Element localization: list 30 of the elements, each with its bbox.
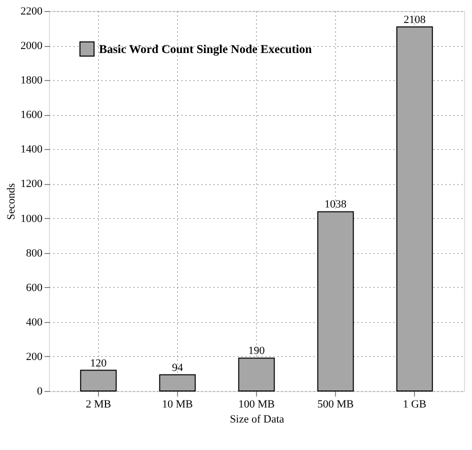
- y-tick-label: 800: [26, 247, 43, 260]
- y-tick-label: 200: [26, 350, 43, 363]
- data-label: 190: [248, 345, 266, 358]
- bar: [396, 26, 433, 392]
- x-tick-label: 2 MB: [86, 398, 112, 410]
- data-label: 120: [90, 357, 108, 370]
- y-tick-label: 1400: [20, 144, 43, 156]
- y-axis-title: Seconds: [6, 183, 18, 220]
- y-tick-label: 1200: [20, 178, 43, 190]
- y-tick-label: 600: [26, 282, 43, 294]
- y-tick-label: 0: [37, 386, 43, 398]
- y-tick-label: 2200: [20, 6, 43, 18]
- y-tick-label: 2000: [20, 40, 43, 52]
- x-tick-label: 500 MB: [317, 398, 354, 410]
- data-label: 94: [172, 362, 184, 374]
- bar: [238, 358, 275, 392]
- y-tick-label: 1000: [20, 212, 43, 225]
- x-tick-label: 1 GB: [402, 398, 426, 410]
- y-tick-label: 400: [26, 316, 43, 328]
- x-axis-title: Size of Data: [230, 414, 284, 426]
- x-tick-label: 10 MB: [162, 398, 193, 410]
- data-label: 1038: [324, 198, 348, 211]
- x-tick-label: 100 MB: [238, 398, 275, 410]
- y-tick-label: 1600: [20, 109, 43, 122]
- bar: [159, 374, 196, 392]
- data-label: 2108: [404, 14, 426, 26]
- legend-label: Basic Word Count Single Node Execution: [99, 42, 312, 56]
- bar: [317, 211, 354, 392]
- bar: [80, 370, 117, 392]
- y-tick-label: 1800: [20, 74, 43, 87]
